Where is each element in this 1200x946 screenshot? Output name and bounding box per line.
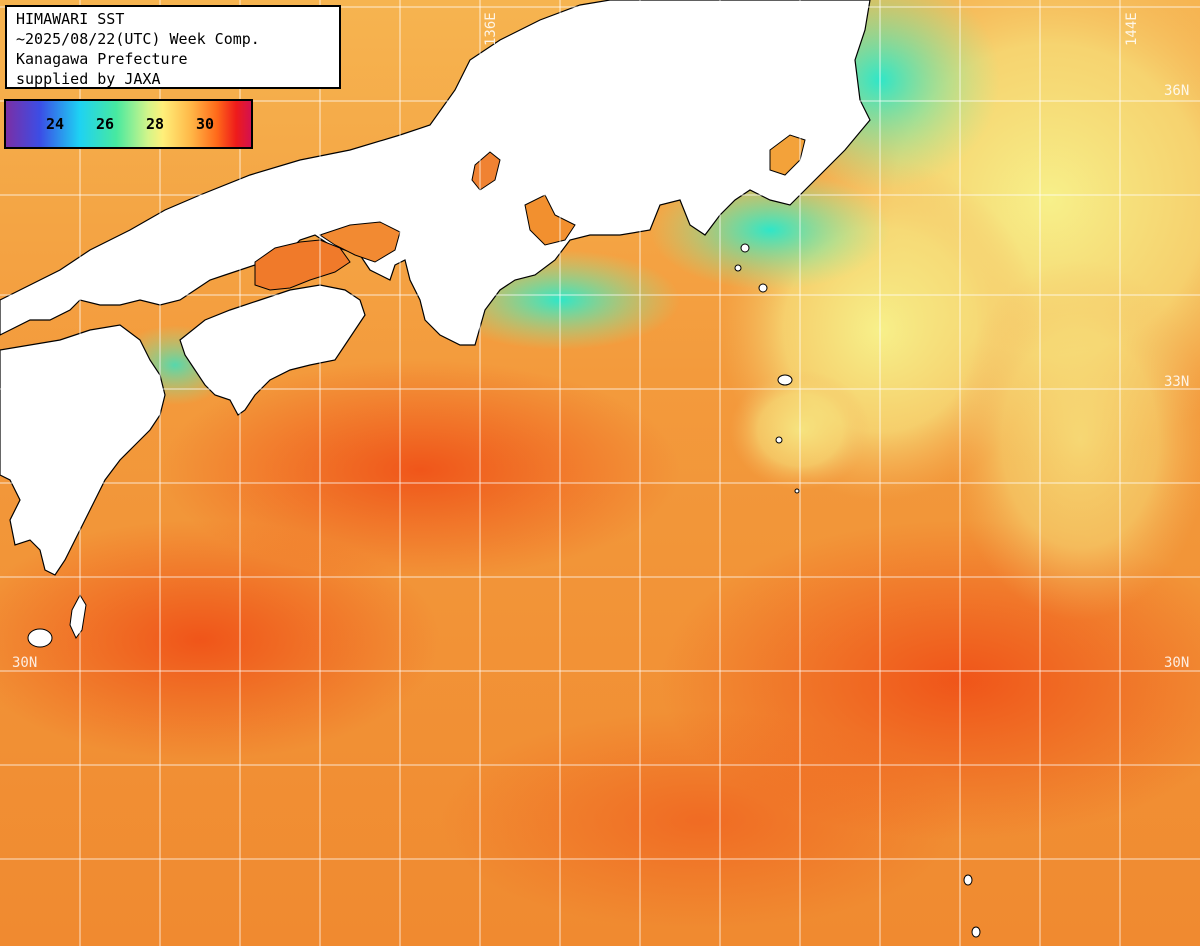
legend-tick-label: 26 [96,115,115,133]
island [775,436,783,444]
title-box: HIMAWARI SST ~2025/08/22(UTC) Week Comp.… [5,5,341,89]
island [740,243,750,253]
lat-label-30n-right: 30N [1164,655,1189,671]
legend-tick-label: 28 [146,115,165,133]
inland-sea [254,239,351,291]
island [27,628,53,648]
inland-bay [524,194,576,246]
inland-bay [471,151,501,191]
warm-region [0,520,440,760]
island [777,374,793,386]
color-scale-legend: 24 26 28 30 [4,99,253,149]
lat-label-36n: 36N [1164,83,1189,99]
title-line-region: Kanagawa Prefecture [16,50,188,68]
lon-label-136e: 136E [483,12,499,46]
lat-label-33n-right: 33N [1164,374,1189,390]
land-kyushu [0,324,166,576]
title-line-credit: supplied by JAXA [16,70,161,88]
land-shikoku [179,284,366,416]
title-line-date: ~2025/08/22(UTC) Week Comp. [16,30,260,48]
title-line-product: HIMAWARI SST [16,10,125,28]
lat-label-33n-left: 33N [12,374,37,390]
island [758,283,768,293]
warm-region [160,360,680,580]
island [971,926,981,938]
cool-region [950,260,1200,620]
island [734,264,742,272]
inland-sea [318,221,401,263]
lon-label-144e: 144E [1124,12,1140,46]
warm-region [440,710,960,930]
lat-label-30n-left: 30N [12,655,37,671]
legend-tick-label: 24 [46,115,65,133]
land-honshu [0,0,871,346]
island [963,874,973,886]
island [794,488,800,494]
legend-tick-label: 30 [196,115,215,133]
